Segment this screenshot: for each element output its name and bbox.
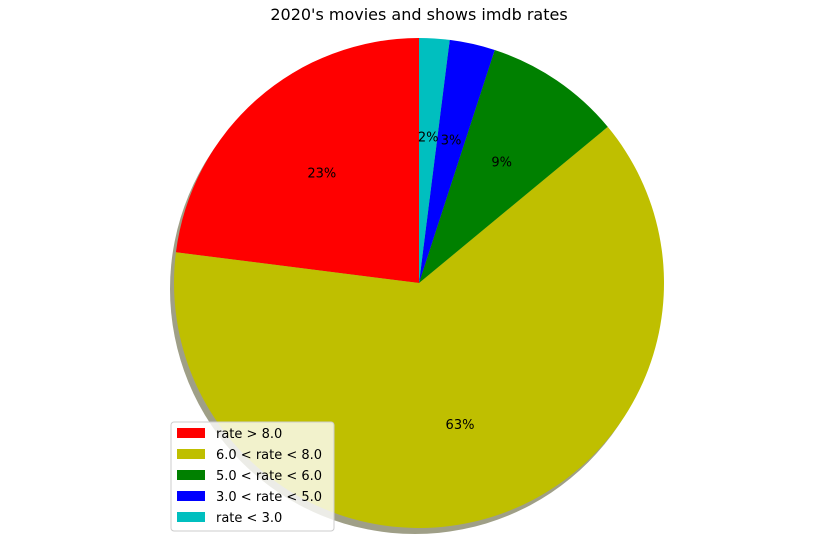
- pie-slice-0: [175, 38, 419, 283]
- legend-box: [170, 421, 335, 532]
- legend-swatch-3: [177, 491, 205, 501]
- legend-swatch-0: [177, 428, 205, 438]
- pie-slice-2: [419, 49, 608, 284]
- pie-pct-label-4: 2%: [418, 130, 439, 145]
- legend-swatch-2: [177, 470, 205, 480]
- legend-label-1: 6.0 < rate < 8.0: [216, 448, 322, 463]
- pie-labels: 23% 63% 9% 3%2%: [307, 130, 512, 433]
- pie-pct-label-0: 23%: [307, 167, 336, 182]
- pie-slice-4: [419, 38, 450, 283]
- pie-pct-label-2: 9%: [491, 155, 512, 170]
- legend-label-2: 5.0 < rate < 6.0: [216, 469, 322, 484]
- pie-pct-label-3: 3%: [441, 134, 462, 149]
- legend-label-4: rate < 3.0: [216, 511, 282, 526]
- chart-title: 2020's movies and shows imdb rates: [270, 5, 567, 24]
- pie-slice-3: [419, 39, 495, 283]
- legend: rate > 8.0 6.0 < rate < 8.0 5.0 < rate < 6…: [170, 421, 335, 532]
- legend-label-0: rate > 8.0: [216, 427, 282, 442]
- legend-swatch-4: [177, 512, 205, 522]
- legend-label-3: 3.0 < rate < 5.0: [216, 490, 322, 505]
- legend-swatch-1: [177, 449, 205, 459]
- pie-pct-label-1: 63%: [446, 418, 475, 433]
